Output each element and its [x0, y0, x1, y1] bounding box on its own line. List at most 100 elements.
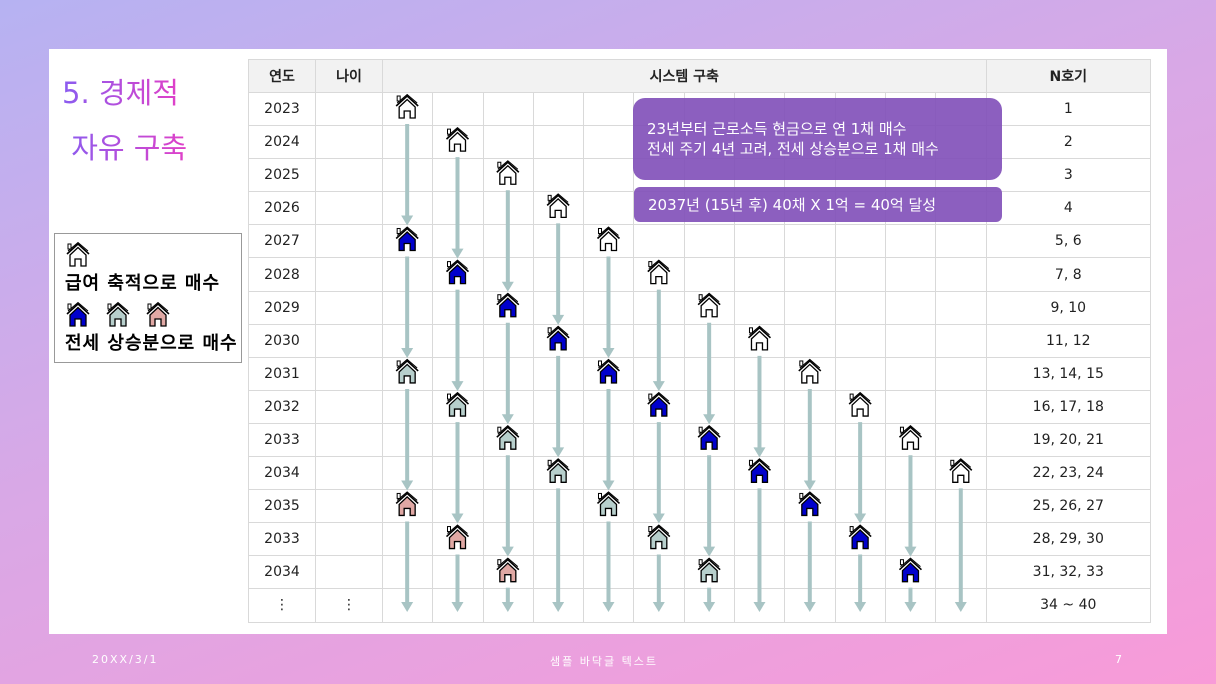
system-cell: [834, 389, 886, 424]
note-line: 2037년 (15년 후) 40채 X 1억 = 40억 달성: [648, 195, 937, 214]
page-number: 7: [1115, 653, 1124, 666]
age-cell: [315, 422, 383, 458]
system-cell: [482, 389, 534, 424]
table-row: 2034 22, 23, 24: [248, 456, 1152, 491]
age-cell: ⋮: [315, 588, 383, 623]
system-cell: [381, 555, 434, 590]
system-cell: [532, 389, 585, 424]
system-cell: [734, 588, 786, 623]
system-cell: [583, 191, 635, 226]
system-cell: [734, 422, 786, 458]
system-cell: [884, 257, 937, 292]
system-cell: [633, 323, 685, 358]
header-year: 연도: [248, 59, 316, 93]
n-cell: 31, 32, 33: [985, 555, 1152, 590]
system-cell: [834, 257, 886, 292]
system-cell: [884, 224, 937, 259]
year-cell: 2028: [248, 257, 316, 292]
system-cell: [683, 588, 736, 623]
system-cell: [784, 290, 836, 325]
system-cell: [633, 588, 685, 623]
system-cell: [532, 522, 585, 557]
footer-text: 샘플 바닥글 텍스트: [550, 655, 658, 668]
year-cell: 2026: [248, 191, 316, 226]
system-cell: [834, 323, 886, 358]
system-cell: [381, 588, 434, 623]
system-cell: [432, 389, 484, 424]
age-cell: [315, 356, 383, 391]
system-cell: [432, 290, 484, 325]
system-cell: [784, 588, 836, 623]
system-cell: [583, 91, 635, 127]
system-cell: [432, 456, 484, 491]
system-cell: [482, 555, 534, 590]
legend-label: 전세 상승분으로 매수: [65, 333, 238, 354]
system-cell: [432, 158, 484, 193]
system-cell: [381, 522, 434, 557]
system-cell: [583, 555, 635, 590]
year-cell: 2029: [248, 290, 316, 325]
house-pink-icon: [146, 301, 170, 327]
system-cell: [633, 389, 685, 424]
n-cell: 34 ~ 40: [985, 588, 1152, 623]
year-cell: 2033: [248, 522, 316, 557]
system-cell: [583, 125, 635, 160]
system-cell: [834, 456, 886, 491]
slide-title-line2: 자유 구축: [62, 125, 187, 167]
system-cell: [381, 191, 434, 226]
system-cell: [381, 91, 434, 127]
system-cell: [734, 456, 786, 491]
system-cell: [734, 489, 786, 524]
system-cell: [482, 191, 534, 226]
system-cell: [884, 456, 937, 491]
header-system: 시스템 구축: [382, 59, 987, 93]
system-cell: [935, 290, 987, 325]
age-cell: [315, 489, 383, 524]
system-cell: [935, 588, 987, 623]
system-cell: [432, 422, 484, 458]
year-cell: 2033: [248, 422, 316, 458]
system-cell: [683, 422, 736, 458]
system-cell: [935, 555, 987, 590]
system-cell: [583, 356, 635, 391]
system-cell: [734, 356, 786, 391]
system-cell: [482, 456, 534, 491]
system-cell: [834, 356, 886, 391]
system-cell: [482, 356, 534, 391]
n-cell: 7, 8: [985, 257, 1152, 292]
age-cell: [315, 224, 383, 259]
system-cell: [884, 389, 937, 424]
year-cell: 2032: [248, 389, 316, 424]
n-cell: 9, 10: [985, 290, 1152, 325]
system-cell: [633, 224, 685, 259]
system-cell: [583, 456, 635, 491]
system-cell: [784, 356, 836, 391]
system-cell: [532, 257, 585, 292]
system-cell: [381, 125, 434, 160]
system-cell: [683, 356, 736, 391]
age-cell: [315, 191, 383, 226]
system-cell: [432, 323, 484, 358]
system-cell: [532, 158, 585, 193]
system-cell: [734, 224, 786, 259]
system-cell: [834, 588, 886, 623]
system-cell: [482, 158, 534, 193]
system-cell: [482, 224, 534, 259]
table-row: 2032 16, 17, 18: [248, 389, 1152, 424]
n-cell: 13, 14, 15: [985, 356, 1152, 391]
age-cell: [315, 158, 383, 193]
legend: 급여 축적으로 매수 전세 상승분으로 매수: [54, 233, 242, 363]
system-cell: [734, 323, 786, 358]
note-line: 전세 주기 4년 고려, 전세 상승분으로 1채 매수: [647, 140, 939, 158]
system-cell: [432, 91, 484, 127]
header-n: N호기: [985, 59, 1152, 93]
system-cell: [532, 588, 585, 623]
system-cell: [381, 456, 434, 491]
n-cell: 25, 26, 27: [985, 489, 1152, 524]
year-cell: 2027: [248, 224, 316, 259]
system-cell: [381, 224, 434, 259]
system-cell: [532, 91, 585, 127]
n-cell: 4: [985, 191, 1152, 226]
system-cell: [532, 125, 585, 160]
system-cell: [633, 489, 685, 524]
